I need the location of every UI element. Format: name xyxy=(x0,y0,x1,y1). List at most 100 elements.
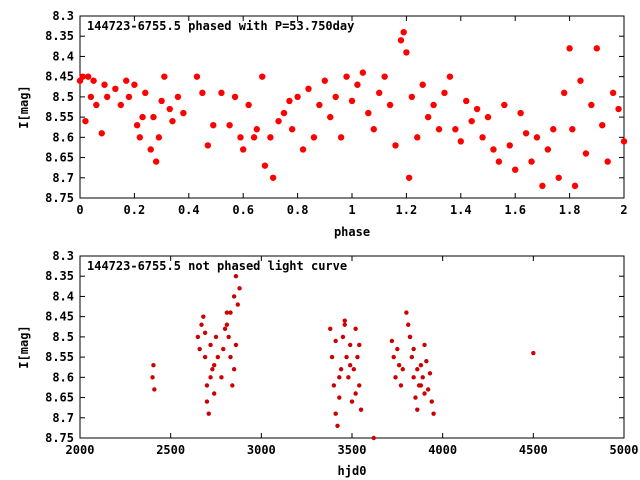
data-point xyxy=(231,294,237,299)
x-tick-label: 1 xyxy=(348,203,355,217)
data-point xyxy=(400,28,407,36)
data-point xyxy=(337,395,342,400)
data-point xyxy=(226,334,231,340)
data-point xyxy=(166,105,173,113)
data-point xyxy=(235,302,240,307)
data-point xyxy=(344,354,349,360)
data-point xyxy=(582,150,590,157)
data-point xyxy=(104,93,111,101)
data-point xyxy=(392,142,399,149)
data-point xyxy=(226,122,233,129)
data-point xyxy=(215,354,221,360)
data-point xyxy=(202,330,208,336)
data-point xyxy=(219,375,224,380)
data-point xyxy=(123,77,130,84)
axis-ticks: 0 0.2 0.4 0.6 0.8 1 1.2 1.4 1.6 1.8 2 8.3 8.35 8.4 8.4… xyxy=(45,9,628,217)
x-tick-label: 2 xyxy=(620,203,627,217)
data-point xyxy=(161,73,168,80)
data-point xyxy=(420,375,425,380)
data-point xyxy=(332,93,339,101)
data-point xyxy=(261,162,269,169)
data-point xyxy=(288,126,296,133)
y-tick-label: 8.75 xyxy=(45,431,74,445)
y-tick-label: 8.6 xyxy=(52,130,74,144)
y-tick-label: 8.45 xyxy=(45,310,74,324)
data-point xyxy=(415,367,420,372)
data-point xyxy=(174,93,182,101)
data-point xyxy=(393,375,398,380)
data-point xyxy=(424,113,432,121)
data-point xyxy=(407,334,413,340)
data-point xyxy=(228,354,233,360)
data-point xyxy=(593,45,600,52)
data-point xyxy=(411,375,416,380)
x-tick-label: 4000 xyxy=(428,443,457,457)
data-point xyxy=(371,435,376,441)
data-point xyxy=(506,142,513,149)
data-point xyxy=(211,363,217,368)
data-point xyxy=(406,322,411,327)
data-point xyxy=(351,367,357,372)
data-point xyxy=(112,85,119,93)
data-point xyxy=(405,174,413,181)
data-point xyxy=(522,130,530,137)
data-point xyxy=(237,286,242,291)
data-point xyxy=(427,371,433,376)
data-point xyxy=(348,97,356,105)
x-tick-label: 0.8 xyxy=(287,203,309,217)
plot-frame xyxy=(79,255,625,439)
data-point xyxy=(544,146,552,153)
x-tick-label: 4500 xyxy=(519,443,548,457)
y-tick-label: 8.35 xyxy=(45,269,74,283)
data-point xyxy=(136,134,144,141)
data-point xyxy=(98,130,105,137)
data-point xyxy=(517,109,524,117)
data-point xyxy=(370,126,377,133)
data-points xyxy=(150,274,536,441)
data-point xyxy=(231,93,239,101)
data-point xyxy=(208,375,213,380)
data-point xyxy=(133,122,141,129)
data-point xyxy=(539,182,546,190)
data-point xyxy=(397,37,405,44)
data-point xyxy=(204,142,212,149)
data-point xyxy=(414,134,421,141)
x-tick-label: 0.6 xyxy=(232,203,254,217)
data-point xyxy=(208,342,213,348)
data-point xyxy=(338,367,344,372)
y-tick-label: 8.55 xyxy=(45,110,74,124)
data-point xyxy=(237,134,244,141)
data-point xyxy=(267,134,274,141)
data-point xyxy=(346,375,351,380)
data-point xyxy=(245,101,252,109)
x-tick-label: 2500 xyxy=(156,443,185,457)
data-point xyxy=(224,322,230,327)
data-point xyxy=(101,81,108,88)
data-point xyxy=(286,97,293,105)
data-point xyxy=(79,73,86,80)
y-tick-label: 8.7 xyxy=(52,411,74,425)
data-point xyxy=(435,126,443,133)
data-point xyxy=(550,126,557,133)
data-point xyxy=(396,363,402,368)
data-point xyxy=(151,363,156,368)
data-point xyxy=(221,346,226,352)
x-axis-label: phase xyxy=(334,225,370,239)
data-point xyxy=(84,73,92,80)
data-point xyxy=(337,375,342,380)
data-point xyxy=(93,101,100,109)
data-point xyxy=(569,126,576,133)
y-axis-label: I[mag] xyxy=(17,325,31,368)
x-tick-label: 1.4 xyxy=(450,203,472,217)
data-point xyxy=(201,314,206,319)
data-point xyxy=(555,174,562,181)
data-point xyxy=(206,411,211,416)
data-point xyxy=(347,342,353,348)
data-point xyxy=(431,411,436,416)
data-point xyxy=(408,93,416,101)
data-point xyxy=(210,122,217,129)
data-point xyxy=(588,101,595,109)
data-point xyxy=(199,89,206,97)
data-point xyxy=(275,117,282,125)
